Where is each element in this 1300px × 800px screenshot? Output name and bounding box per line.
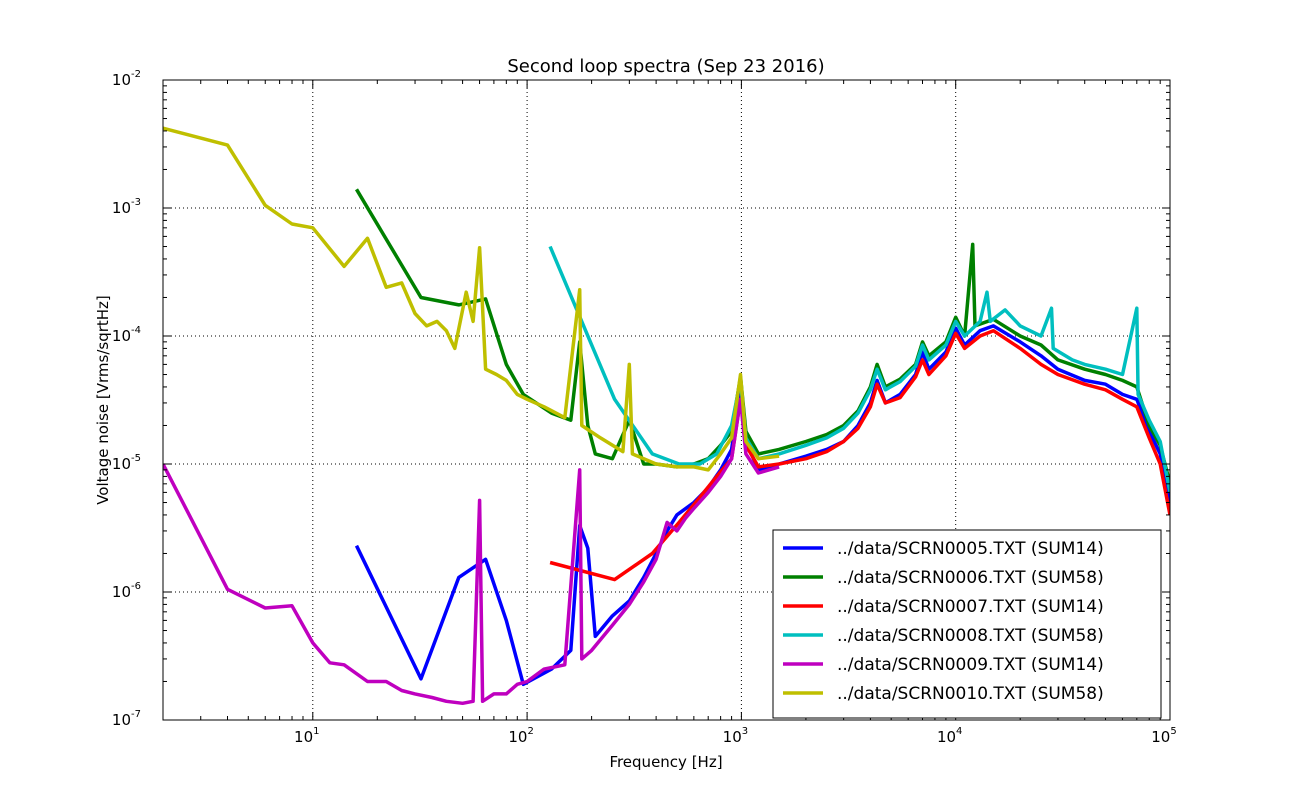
x-tick-label: 103 <box>723 726 748 746</box>
ticks <box>162 79 1171 721</box>
y-tick-exponent: -4 <box>131 325 141 336</box>
y-tick-exponent: -3 <box>131 197 141 208</box>
x-tick-base: 10 <box>1151 728 1170 746</box>
y-tick-label: 10-5 <box>112 453 141 473</box>
y-tick-label: 10-2 <box>112 69 141 89</box>
series-line-1 <box>354 324 1170 687</box>
y-tick-label: 10-7 <box>112 709 141 729</box>
x-tick-label: 101 <box>294 726 319 746</box>
x-tick-label: 104 <box>937 726 962 746</box>
x-tick-exponent: 5 <box>1170 726 1176 737</box>
y-tick-base: 10 <box>112 199 131 217</box>
x-tick-base: 10 <box>937 728 956 746</box>
plot-frame <box>162 79 1171 721</box>
series-line-6 <box>163 126 780 472</box>
y-tick-base: 10 <box>112 71 131 89</box>
legend-entry: ../data/SCRN0008.TXT (SUM58) <box>837 626 1104 646</box>
y-tick-exponent: -7 <box>131 709 141 720</box>
series-line-5 <box>163 397 780 706</box>
legend-entry: ../data/SCRN0006.TXT (SUM58) <box>837 568 1104 588</box>
y-tick-label: 10-3 <box>112 197 141 217</box>
legend: ../data/SCRN0005.TXT (SUM14) ../data/SCRN… <box>772 529 1162 719</box>
y-axis-label: Voltage noise [Vrms/sqrtHz] <box>94 295 112 505</box>
legend-entry: ../data/SCRN0007.TXT (SUM14) <box>837 597 1104 617</box>
legend-entry: ../data/SCRN0005.TXT (SUM14) <box>837 539 1104 559</box>
y-tick-base: 10 <box>112 327 131 345</box>
y-tick-label: 10-6 <box>112 581 141 601</box>
y-tick-exponent: -6 <box>131 581 141 592</box>
legend-entry: ../data/SCRN0010.TXT (SUM58) <box>837 684 1104 704</box>
legend-entry: ../data/SCRN0009.TXT (SUM14) <box>837 655 1104 675</box>
legend-box <box>772 529 1162 719</box>
chart-title: Second loop spectra (Sep 23 2016) <box>507 56 824 77</box>
x-axis-label: Frequency [Hz] <box>609 753 722 771</box>
x-tick-exponent: 2 <box>527 726 533 737</box>
x-tick-label: 102 <box>508 726 533 746</box>
y-tick-base: 10 <box>112 711 131 729</box>
y-tick-base: 10 <box>112 455 131 473</box>
x-tick-base: 10 <box>723 728 742 746</box>
x-tick-exponent: 1 <box>313 726 319 737</box>
x-tick-base: 10 <box>294 728 313 746</box>
x-tick-exponent: 3 <box>742 726 748 737</box>
x-tick-base: 10 <box>508 728 527 746</box>
y-tick-label: 10-4 <box>112 325 141 345</box>
y-tick-base: 10 <box>112 583 131 601</box>
x-tick-exponent: 4 <box>956 726 962 737</box>
x-tick-label: 105 <box>1151 726 1176 746</box>
y-tick-exponent: -2 <box>131 69 141 80</box>
series-layer <box>163 126 1170 706</box>
y-tick-exponent: -5 <box>131 453 141 464</box>
